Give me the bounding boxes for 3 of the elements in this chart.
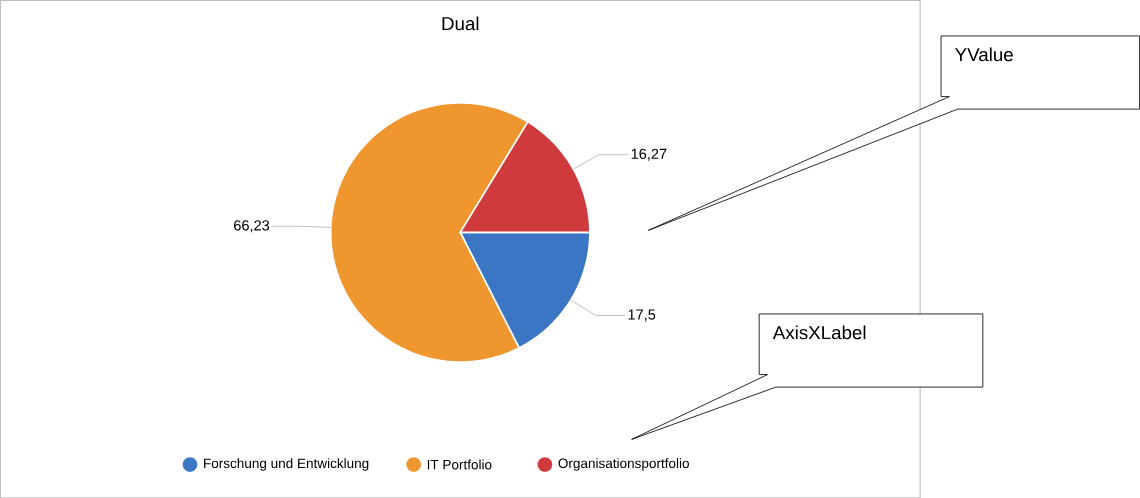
chart-title: Dual	[442, 16, 479, 31]
text: AxisXLabel	[772, 325, 866, 340]
text: YValue	[955, 47, 1013, 62]
